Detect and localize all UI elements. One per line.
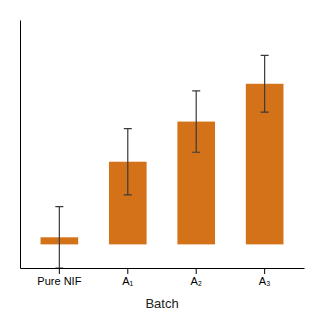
x-axis-line — [21, 268, 305, 269]
x-tick: A₁ — [122, 268, 133, 287]
error-bar — [124, 129, 132, 195]
plot-area: Pure NIF A₁ A₂ A₃ — [21, 21, 305, 287]
marks — [41, 55, 284, 268]
x-tick-mark — [59, 268, 60, 274]
error-bar — [192, 91, 200, 152]
x-tick-label: A₃ — [259, 275, 271, 287]
x-tick-label: A₂ — [190, 275, 202, 287]
x-tick: A₃ — [259, 268, 271, 287]
x-tick-label: A₁ — [122, 275, 133, 287]
x-tick: A₂ — [190, 268, 202, 287]
y-axis-line — [20, 21, 21, 269]
x-tick-mark — [196, 268, 197, 274]
x-tick-mark — [264, 268, 265, 274]
error-bar — [55, 207, 63, 268]
chart-svg: Pure NIF A₁ A₂ A₃ Batch — [0, 0, 320, 320]
x-axis-title: Batch — [145, 296, 178, 311]
x-axis: Pure NIF A₁ A₂ A₃ — [21, 268, 305, 287]
y-axis — [20, 21, 21, 269]
error-bar — [261, 55, 269, 112]
x-tick-mark — [127, 268, 128, 274]
chart-container: Pure NIF A₁ A₂ A₃ Batch — [0, 0, 320, 320]
x-tick-label: Pure NIF — [37, 275, 81, 287]
x-tick: Pure NIF — [37, 268, 81, 287]
